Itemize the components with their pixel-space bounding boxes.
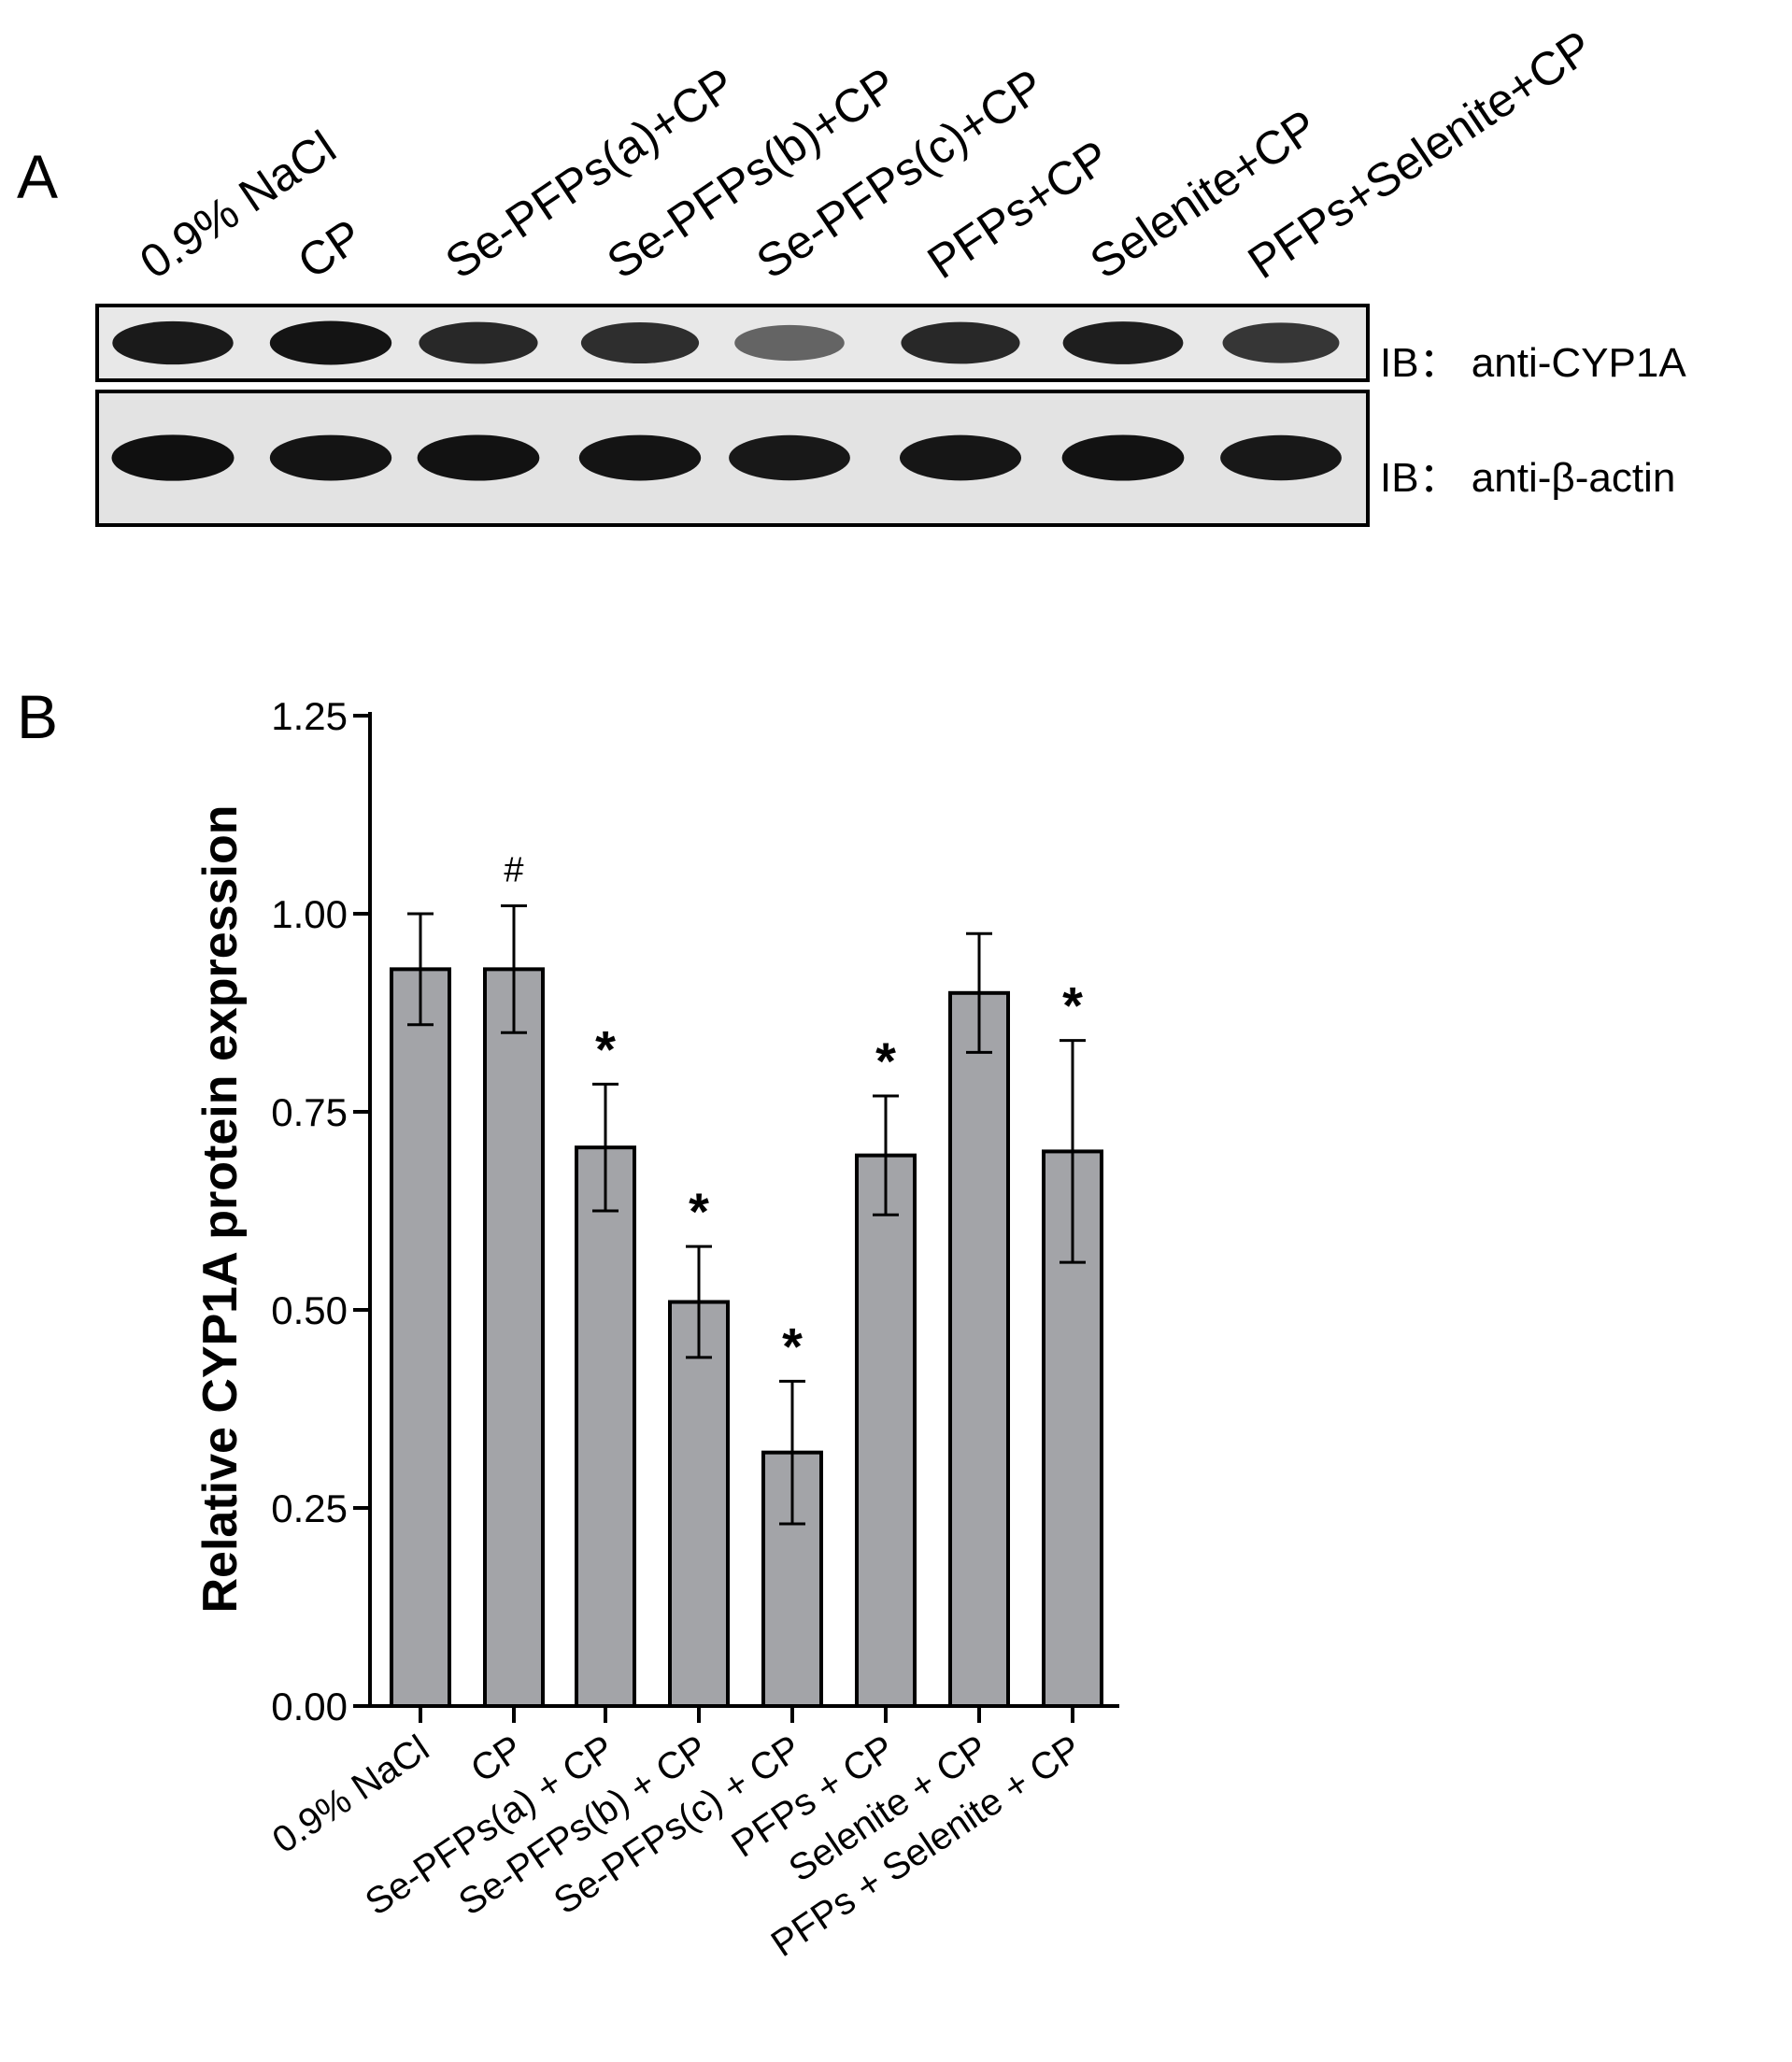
y-tick-label-1-00: 1.00 xyxy=(271,892,348,936)
blot-actin-bands xyxy=(111,434,1342,481)
actin-band-selenite-cp xyxy=(1061,434,1185,481)
significance-star-se-pfps-a-cp: * xyxy=(595,1019,616,1078)
bar-0-9-nacl xyxy=(390,967,451,1708)
y-tick-label-0-00: 0.00 xyxy=(271,1685,348,1728)
significance-star-pfps-cp: * xyxy=(875,1031,896,1090)
cyp1a-band-se-pfps-c-cp xyxy=(734,324,845,362)
cyp1a-band-se-pfps-a-cp xyxy=(419,321,538,364)
bar-selenite-cp xyxy=(948,990,1010,1709)
lane-label-se-pfps-a-cp: Se-PFPs(a)+CP xyxy=(436,57,745,289)
actin-band-se-pfps-c-cp xyxy=(729,434,850,481)
y-tick-label-1-25: 1.25 xyxy=(271,694,348,738)
bar-cp xyxy=(483,967,545,1708)
bars xyxy=(390,967,1103,1709)
actin-band-pfps-cp xyxy=(899,434,1022,481)
significance-star-pfps-selenite-cp: * xyxy=(1062,976,1083,1035)
y-tick-label-0-75: 0.75 xyxy=(271,1090,348,1134)
x-tick-label-0-9-nacl: 0.9% NaCl xyxy=(265,1728,436,1861)
significance-marks: # * * * * * xyxy=(504,851,1083,1376)
cyp1a-band-pfps-cp xyxy=(901,321,1020,364)
cyp1a-band-selenite-cp xyxy=(1062,321,1184,364)
bar-se-pfps-b-cp xyxy=(668,1300,730,1709)
significance-star-se-pfps-b-cp: * xyxy=(689,1182,709,1241)
actin-band-pfps-selenite-cp xyxy=(1220,434,1342,481)
cyp1a-band-pfps-selenite-cp xyxy=(1222,322,1340,363)
y-axis-title: Relative CYP1A protein expression xyxy=(193,804,248,1613)
error-bars xyxy=(407,904,1086,1526)
y-ticks: 0.00 0.25 0.50 0.75 1.00 1.25 xyxy=(271,694,370,1728)
bar-se-pfps-a-cp xyxy=(575,1145,636,1709)
bar-chart: 0.00 0.25 0.50 0.75 1.00 1.25 # * * * * * 0.9% NaC… xyxy=(193,694,1119,1965)
y-tick-label-0-25: 0.25 xyxy=(271,1486,348,1530)
panel-b-label: B xyxy=(17,682,58,751)
significance-hash-cp: # xyxy=(504,851,523,890)
bar-pfps-cp xyxy=(855,1153,917,1708)
blot-cyp1a: IB： anti-CYP1A xyxy=(95,304,1686,386)
y-tick-label-0-50: 0.50 xyxy=(271,1288,348,1332)
actin-band-se-pfps-b-cp xyxy=(578,434,702,481)
blot-cyp1a-label: IB： anti-CYP1A xyxy=(1380,340,1686,386)
cyp1a-band-0-9-nacl xyxy=(112,320,234,365)
actin-band-0-9-nacl xyxy=(111,434,235,481)
significance-star-se-pfps-c-cp: * xyxy=(782,1316,803,1375)
lane-label-cp: CP xyxy=(289,209,372,289)
actin-band-cp xyxy=(269,434,392,481)
blot-actin: IB： anti-β-actin xyxy=(95,390,1675,527)
blot-cyp1a-bands xyxy=(112,320,1340,365)
actin-band-se-pfps-a-cp xyxy=(417,434,540,481)
cyp1a-band-se-pfps-b-cp xyxy=(580,321,700,364)
blot-actin-label: IB： anti-β-actin xyxy=(1380,455,1675,501)
cyp1a-band-cp xyxy=(269,320,392,365)
panel-a-label: A xyxy=(17,142,58,211)
